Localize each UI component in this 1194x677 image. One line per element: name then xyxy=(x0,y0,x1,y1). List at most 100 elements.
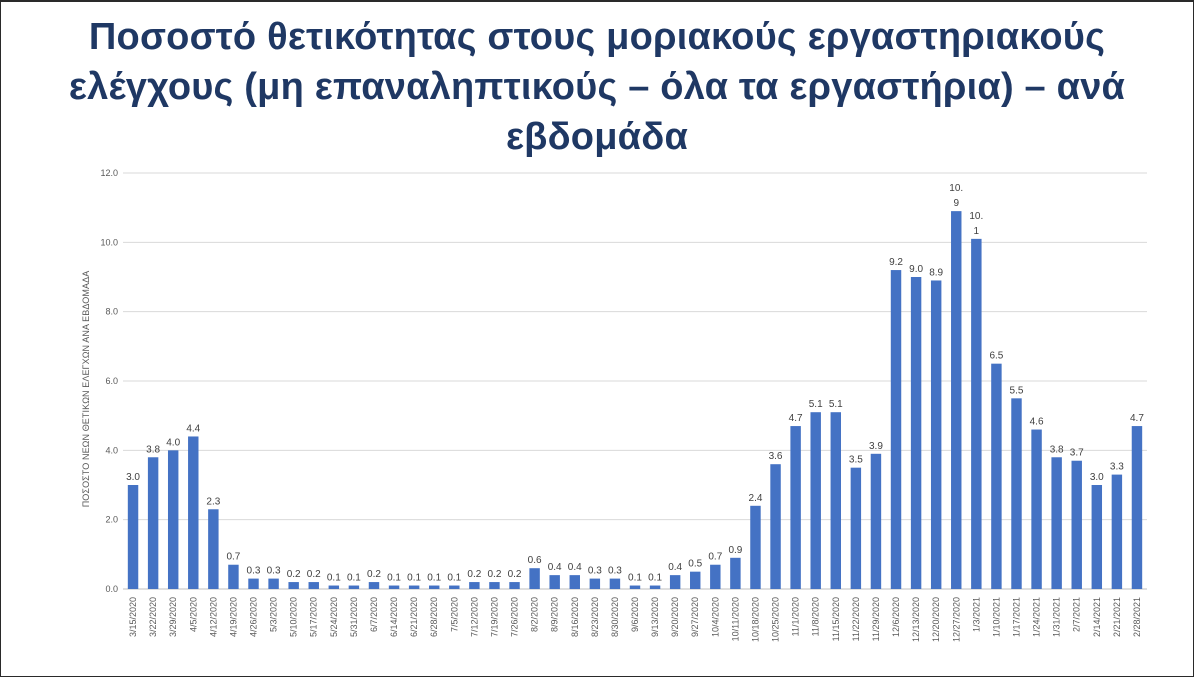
data-label: 0.1 xyxy=(407,573,421,584)
x-tick-label: 7/19/2020 xyxy=(489,597,499,637)
x-tick-label: 5/10/2020 xyxy=(289,597,299,637)
x-tick-label: 4/26/2020 xyxy=(249,597,259,637)
x-tick-label: 2/28/2021 xyxy=(1132,597,1142,637)
bar xyxy=(850,467,862,589)
bar xyxy=(649,585,661,589)
data-label: 3.9 xyxy=(869,441,883,452)
bar xyxy=(368,582,380,589)
y-tick-label: 4.0 xyxy=(105,445,118,455)
data-label: 5.1 xyxy=(829,399,843,410)
x-tick-label: 10/4/2020 xyxy=(710,597,720,637)
y-tick-label: 6.0 xyxy=(105,376,118,386)
x-tick-label: 10/18/2020 xyxy=(750,597,760,642)
bar xyxy=(529,568,540,589)
data-label: 4.6 xyxy=(1030,417,1044,428)
x-tick-label: 10/25/2020 xyxy=(771,597,781,642)
data-label: 4.4 xyxy=(186,423,200,434)
bar xyxy=(328,585,340,589)
bar xyxy=(1071,460,1082,589)
data-label: 0.5 xyxy=(688,559,702,570)
data-label: 0.2 xyxy=(508,569,522,580)
x-tick-label: 11/29/2020 xyxy=(871,597,881,641)
bar xyxy=(991,363,1002,589)
x-tick-label: 7/5/2020 xyxy=(449,597,459,632)
bar xyxy=(127,485,139,589)
data-label: 9.0 xyxy=(909,264,923,275)
x-tick-label: 5/17/2020 xyxy=(309,597,319,637)
x-tick-label: 4/19/2020 xyxy=(228,597,238,637)
bar xyxy=(589,578,601,589)
x-tick-label: 6/21/2020 xyxy=(409,597,419,637)
data-label: 2.4 xyxy=(749,493,763,504)
data-label: 0.1 xyxy=(327,573,341,584)
bar xyxy=(489,582,500,589)
x-tick-label: 6/7/2020 xyxy=(369,597,379,632)
x-tick-label: 7/12/2020 xyxy=(469,597,479,637)
x-tick-label: 12/20/2020 xyxy=(931,597,941,642)
data-label: 0.1 xyxy=(427,573,441,584)
bar xyxy=(609,578,621,589)
bar xyxy=(1091,485,1103,589)
bar xyxy=(1051,457,1062,589)
x-tick-label: 5/31/2020 xyxy=(349,597,359,637)
data-label: 0.4 xyxy=(568,562,582,573)
bar xyxy=(188,436,199,589)
bar xyxy=(428,585,440,589)
x-tick-label: 12/6/2020 xyxy=(891,597,901,637)
bar xyxy=(710,564,721,589)
data-label: 0.1 xyxy=(648,573,662,584)
bar xyxy=(569,575,580,589)
bar xyxy=(228,564,239,589)
x-tick-label: 12/27/2020 xyxy=(951,597,961,642)
data-label: 4.0 xyxy=(166,437,180,448)
data-label: 0.3 xyxy=(267,566,281,577)
data-label: 6.5 xyxy=(989,351,1003,362)
data-label: 0.1 xyxy=(447,573,461,584)
bar xyxy=(1131,426,1143,589)
x-tick-label: 11/1/2020 xyxy=(791,597,801,636)
x-tick-label: 10/11/2020 xyxy=(730,597,740,641)
x-tick-label: 8/2/2020 xyxy=(530,597,540,632)
x-tick-label: 8/23/2020 xyxy=(590,597,600,637)
bar xyxy=(971,238,982,589)
bar xyxy=(750,505,761,589)
bar xyxy=(890,270,902,589)
bar xyxy=(549,575,560,589)
data-label: 0.4 xyxy=(548,562,562,573)
data-label: 0.3 xyxy=(588,566,602,577)
x-tick-label: 11/22/2020 xyxy=(851,597,861,641)
bar xyxy=(910,277,922,589)
x-tick-label: 8/16/2020 xyxy=(570,597,580,637)
bar xyxy=(870,453,882,589)
bar xyxy=(770,464,781,589)
data-label: 0.1 xyxy=(347,573,361,584)
x-tick-label: 2/7/2021 xyxy=(1072,597,1082,632)
x-tick-label: 1/31/2021 xyxy=(1052,597,1062,637)
data-label: 10. 1 xyxy=(969,211,983,237)
x-tick-label: 9/20/2020 xyxy=(670,597,680,637)
bar xyxy=(449,585,460,589)
data-label: 4.7 xyxy=(789,413,803,424)
data-label: 0.7 xyxy=(226,552,240,563)
bar xyxy=(408,585,420,589)
bar xyxy=(388,585,400,589)
bar xyxy=(629,585,641,589)
data-label: 0.2 xyxy=(467,569,481,580)
data-label: 0.1 xyxy=(628,573,642,584)
bar xyxy=(951,211,962,589)
bar xyxy=(1111,474,1123,589)
data-label: 5.1 xyxy=(809,399,823,410)
bar xyxy=(167,450,179,589)
x-tick-label: 4/12/2020 xyxy=(208,597,218,637)
bar xyxy=(790,426,801,589)
x-tick-label: 12/13/2020 xyxy=(911,597,921,642)
bar xyxy=(248,578,259,589)
bar xyxy=(1011,398,1022,589)
chart-title: Ποσοστό θετικότητας στους μοριακούς εργα… xyxy=(68,16,1126,158)
bar xyxy=(730,557,741,589)
data-label: 0.1 xyxy=(387,573,401,584)
x-tick-label: 4/5/2020 xyxy=(188,597,198,632)
y-axis-title: ΠΟΣΟΣΤΟ ΝΕΩΝ ΘΕΤΙΚΩΝ ΕΛΕΓΧΩΝ ΑΝΑ ΕΒΔΟΜΑΔ… xyxy=(81,271,91,508)
bar xyxy=(308,582,319,589)
